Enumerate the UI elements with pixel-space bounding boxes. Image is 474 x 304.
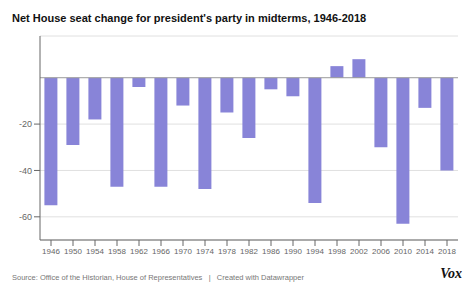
svg-text:2018: 2018 (438, 247, 456, 256)
svg-text:1954: 1954 (86, 247, 104, 256)
svg-text:1998: 1998 (328, 247, 346, 256)
svg-text:1966: 1966 (152, 247, 170, 256)
svg-text:1986: 1986 (262, 247, 280, 256)
html-text:Vox: Vox (440, 266, 462, 281)
svg-text:1962: 1962 (130, 247, 148, 256)
svg-text:1950: 1950 (64, 247, 82, 256)
svg-text:2002: 2002 (350, 247, 368, 256)
svg-text:-40: -40 (19, 166, 32, 176)
svg-text:1958: 1958 (108, 247, 126, 256)
svg-text:1982: 1982 (240, 247, 258, 256)
svg-text:1974: 1974 (196, 247, 214, 256)
svg-text:2010: 2010 (394, 247, 412, 256)
svg-text:1978: 1978 (218, 247, 236, 256)
svg-text:-60: -60 (19, 212, 32, 222)
svg-text:1970: 1970 (174, 247, 192, 256)
svg-text:1994: 1994 (306, 247, 324, 256)
svg-text:1946: 1946 (42, 247, 60, 256)
html-text:Net House seat change for pres: Net House seat change for president's pa… (12, 12, 367, 24)
html-text:Source: Office of the Historia: Source: Office of the Historian, House o… (12, 273, 304, 282)
svg-text:2014: 2014 (416, 247, 434, 256)
svg-text:1990: 1990 (284, 247, 302, 256)
svg-text:-20: -20 (19, 119, 32, 129)
svg-text:2006: 2006 (372, 247, 390, 256)
